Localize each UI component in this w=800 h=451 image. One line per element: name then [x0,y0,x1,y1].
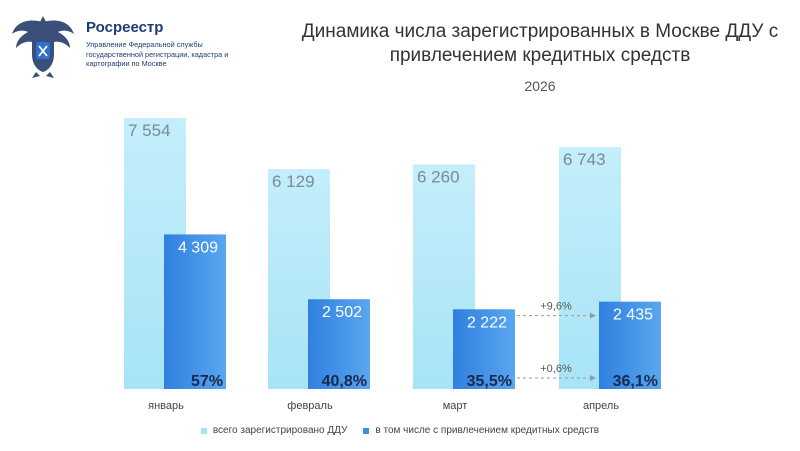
legend-swatch-total [200,427,207,434]
legend-label-total: всего зарегистрировано ДДУ [212,425,348,436]
label-credit-1: 4 309 [178,239,218,256]
label-total-1: 7 554 [128,121,171,140]
x-tick-2: февраль [287,400,333,412]
bar-credit-1 [164,234,226,389]
legend-item-credit: в том числе с привлечением кредитных сре… [363,425,599,436]
change-label-1: +9,6% [540,301,572,313]
bar-credit-4 [599,301,661,389]
chart-subtitle: 2026 [524,78,556,94]
x-tick-4: апрель [583,400,619,412]
label-total-3: 6 260 [417,167,460,186]
chart-legend: всего зарегистрировано ДДУ в том числе с… [0,425,800,436]
bar-credit-2 [308,299,370,389]
chart-title: Динамика числа зарегистрированных в Моск… [301,21,779,66]
org-description: Управление Федеральной службы государств… [86,40,229,69]
share-label-3: 35,5% [467,373,512,390]
x-tick-3: март [443,400,468,412]
legend-swatch-credit [363,427,370,434]
label-total-2: 6 129 [272,172,315,191]
label-credit-2: 2 502 [322,304,362,321]
share-label-1: 57% [191,373,223,390]
legend-item-total: всего зарегистрировано ДДУ [200,425,348,436]
label-credit-4: 2 435 [613,307,653,324]
share-label-2: 40,8% [322,373,367,390]
label-credit-3: 2 222 [467,314,507,331]
rosreestr-emblem-icon [12,16,74,78]
change-label-2: +0,6% [540,363,572,375]
org-name: Росреестр [86,19,164,36]
legend-label-credit: в том числе с привлечением кредитных сре… [375,425,600,436]
bar-credit-3 [453,309,515,389]
x-tick-1: январь [148,400,184,412]
share-label-4: 36,1% [613,373,658,390]
label-total-4: 6 743 [563,150,606,169]
